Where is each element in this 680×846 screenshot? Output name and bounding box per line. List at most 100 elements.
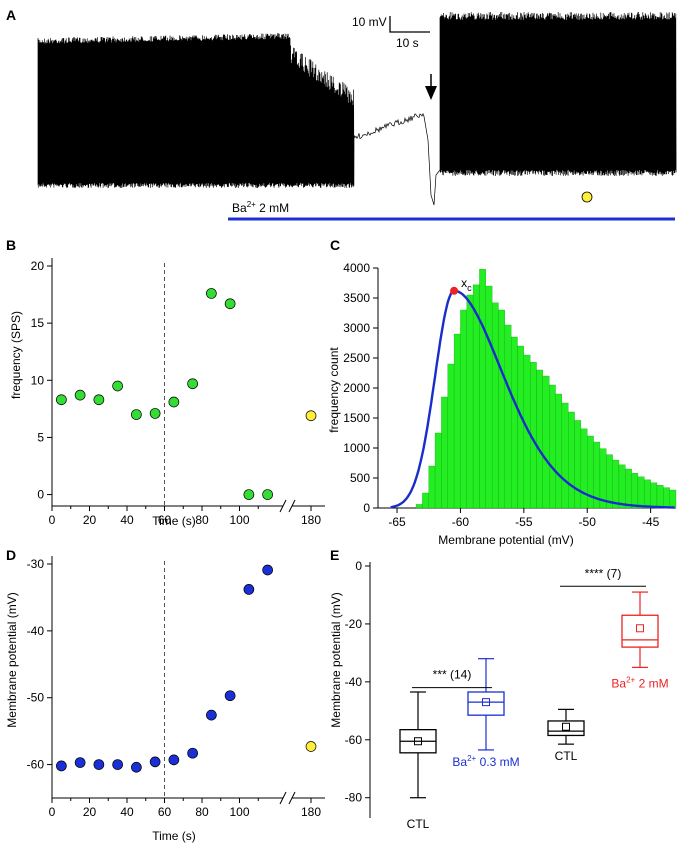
frequency-xtick-label: 0 [49, 513, 56, 527]
frequency-xtick-label: 100 [229, 513, 249, 527]
significance-label: **** (7) [585, 566, 622, 580]
potential-xtick-label: 180 [301, 805, 321, 819]
potential-point [56, 760, 67, 772]
histogram-bar [422, 492, 429, 509]
histogram-bar [536, 369, 544, 509]
frequency-point [168, 396, 180, 408]
histogram-bar [447, 363, 455, 509]
scale-bar: 10 mV 10 s [352, 15, 430, 50]
significance-label: *** (14) [433, 668, 472, 682]
histogram-bar [561, 402, 569, 509]
peak-label: xc [461, 276, 472, 293]
box-group-label: CTL [407, 817, 430, 831]
potential-point [74, 757, 86, 768]
panel-a: A 10 mV 10 s Ba2+ 2 mM [6, 7, 677, 221]
histogram-bar [434, 432, 442, 509]
frequency-ytick-label: 20 [31, 259, 45, 273]
histogram-xtick-label: -50 [579, 515, 597, 529]
potential-point [243, 584, 255, 595]
potential-ytick-label: -50 [27, 691, 45, 705]
box-body [547, 720, 585, 737]
histogram-ytick-label: 3000 [343, 321, 370, 335]
histogram-bar [453, 333, 461, 509]
histogram-bar [498, 309, 505, 509]
panel-e: E 0 -20 -40 -60 -80 CTL Ba2+ 0.3 mM CTL Ba2+ 2 … [329, 547, 669, 831]
frequency-point [93, 394, 105, 406]
scale-bar-time: 10 s [396, 36, 419, 50]
histogram-ytick-label: 3500 [343, 291, 370, 305]
histogram-bar [568, 411, 575, 509]
histogram-ytick-label: 0 [363, 501, 370, 515]
potential-point [206, 709, 217, 721]
box-group-label: CTL [555, 749, 578, 763]
frequency-point [243, 489, 255, 500]
histogram-ytick-label: 1000 [343, 441, 370, 455]
frequency-ytick-label: 15 [31, 316, 45, 330]
histogram-bar [504, 324, 512, 509]
histogram-bar [466, 294, 474, 509]
potential-point [187, 747, 198, 759]
box-mean [562, 722, 570, 731]
frequency-xtick-label: 60 [158, 513, 172, 527]
potential-ytick-label: -30 [27, 557, 45, 571]
arrow-marker [425, 74, 437, 100]
histogram-bar [612, 459, 620, 509]
histogram-xtick-label: -45 [642, 515, 660, 529]
histogram-bar [656, 485, 664, 509]
box-mean [636, 624, 644, 633]
frequency-ytick-label: 5 [37, 430, 44, 444]
scale-bar-lines [389, 16, 430, 33]
histogram-bar [491, 302, 499, 509]
histogram-bar [650, 482, 658, 509]
potential-ytick-label: -40 [27, 624, 45, 638]
frequency-axis-break [279, 499, 296, 513]
potential-xtick-label: 80 [195, 805, 209, 819]
potential-xtick-label: 20 [83, 805, 97, 819]
potential-point [93, 759, 105, 770]
trace-pre-application [37, 33, 441, 206]
significance-annotations: *** (14) **** (7) [412, 566, 646, 689]
boxplot-groups: CTL Ba2+ 0.3 mM CTL Ba2+ 2 mM [399, 591, 669, 831]
frequency-ytick-label: 10 [31, 373, 45, 387]
potential-xtick-label: 0 [49, 805, 56, 819]
potential-point [112, 759, 123, 770]
frequency-ylabel: frequency (SPS) [9, 311, 23, 399]
histogram-bar [618, 464, 626, 509]
frequency-xlabel: Time (s) [152, 514, 196, 528]
frequency-xtick-label: 40 [120, 513, 134, 527]
frequency-extra-point [305, 410, 317, 422]
box-group: Ba2+ 0.3 mM [452, 658, 520, 769]
boxplot-ytick-label: -80 [345, 791, 363, 805]
histogram-bar [549, 384, 556, 509]
histogram-bar [542, 375, 550, 509]
histogram-bar [441, 396, 448, 509]
panel-e-label: E [330, 547, 339, 563]
histogram-bar [460, 309, 467, 509]
histogram-bar [428, 465, 436, 509]
box-mean [482, 698, 490, 707]
box-body [467, 691, 505, 716]
histogram-xtick-label: -65 [388, 515, 406, 529]
potential-point [149, 756, 161, 768]
histogram-xtick-label: -55 [515, 515, 533, 529]
histogram-ylabel: frequency count [327, 347, 341, 433]
potential-xtick-label: 100 [229, 805, 249, 819]
histogram-bar [574, 420, 582, 509]
potential-points [56, 564, 317, 773]
boxplot-ytick-label: -20 [345, 617, 363, 631]
potential-extra-point [305, 741, 317, 752]
yellow-marker [581, 191, 593, 203]
box-mean [414, 737, 422, 746]
frequency-point [206, 288, 217, 299]
panel-d-label: D [6, 547, 16, 563]
potential-xtick-label: 40 [120, 805, 134, 819]
histogram-xlabel: Membrane potential (mV) [438, 533, 573, 547]
box-group: Ba2+ 2 mM [611, 591, 669, 690]
box-group: CTL [547, 708, 585, 763]
box-body [621, 614, 659, 648]
histogram-ytick-label: 2500 [343, 351, 370, 365]
histogram-ytick-label: 4000 [343, 261, 370, 275]
frequency-xtick-label: 20 [83, 513, 97, 527]
histogram-ytick-label: 1500 [343, 411, 370, 425]
histogram-bar [415, 504, 423, 509]
